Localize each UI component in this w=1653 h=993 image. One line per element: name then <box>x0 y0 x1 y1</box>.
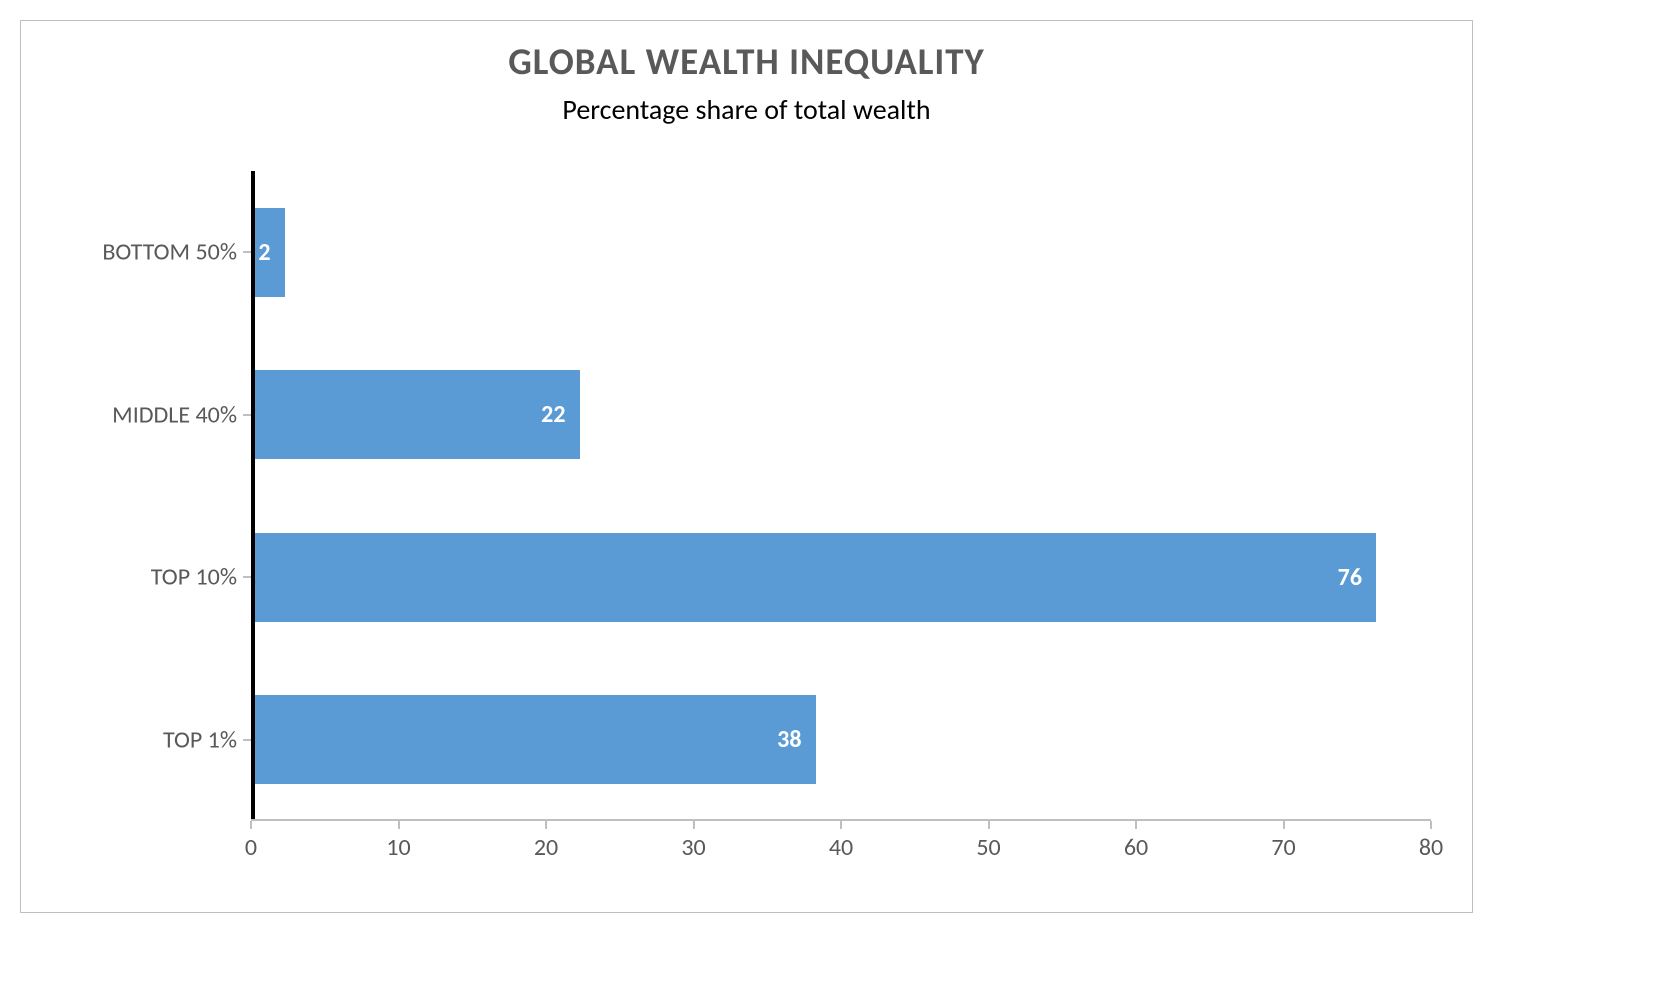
x-tick <box>398 821 400 829</box>
x-tick-label: 80 <box>1419 833 1443 862</box>
y-category-label: TOP 10% <box>151 563 237 592</box>
x-tick <box>840 821 842 829</box>
x-tick <box>1430 821 1432 829</box>
x-tick <box>250 821 252 829</box>
y-category-label: BOTTOM 50% <box>102 238 237 267</box>
chart-title: GLOBAL WEALTH INEQUALITY <box>21 39 1472 84</box>
chart-subtitle: Percentage share of total wealth <box>21 92 1472 127</box>
x-tick <box>693 821 695 829</box>
x-tick-label: 30 <box>681 833 705 862</box>
x-tick <box>1135 821 1137 829</box>
plot-area: 2BOTTOM 50% 22MIDDLE 40% 76TOP 10% 38TOP 1%… <box>251 171 1431 821</box>
x-tick-label: 60 <box>1124 833 1148 862</box>
bar-value-label: 22 <box>541 400 565 429</box>
bar-row: 2BOTTOM 50% <box>255 208 285 297</box>
bar-row: 22MIDDLE 40% <box>255 370 580 459</box>
y-tick <box>243 414 251 416</box>
x-tick-label: 0 <box>245 833 257 862</box>
y-tick <box>243 739 251 741</box>
y-tick <box>243 576 251 578</box>
bar-value-label: 2 <box>258 238 270 267</box>
y-category-label: MIDDLE 40% <box>112 400 237 429</box>
x-tick-label: 50 <box>976 833 1000 862</box>
bar: 38 <box>255 695 816 784</box>
chart-container: GLOBAL WEALTH INEQUALITY Percentage shar… <box>20 20 1473 913</box>
x-tick <box>1283 821 1285 829</box>
x-tick <box>545 821 547 829</box>
y-category-label: TOP 1% <box>163 725 237 754</box>
bar: 76 <box>255 533 1376 622</box>
bar: 2 <box>255 208 285 297</box>
y-tick <box>243 251 251 253</box>
bar-row: 38TOP 1% <box>255 695 816 784</box>
x-tick-label: 10 <box>386 833 410 862</box>
bar-value-label: 76 <box>1338 563 1362 592</box>
x-tick <box>988 821 990 829</box>
x-tick-label: 20 <box>534 833 558 862</box>
bar: 22 <box>255 370 580 459</box>
bar-row: 76TOP 10% <box>255 533 1376 622</box>
bar-value-label: 38 <box>777 725 801 754</box>
x-tick-label: 40 <box>829 833 853 862</box>
x-tick-label: 70 <box>1271 833 1295 862</box>
